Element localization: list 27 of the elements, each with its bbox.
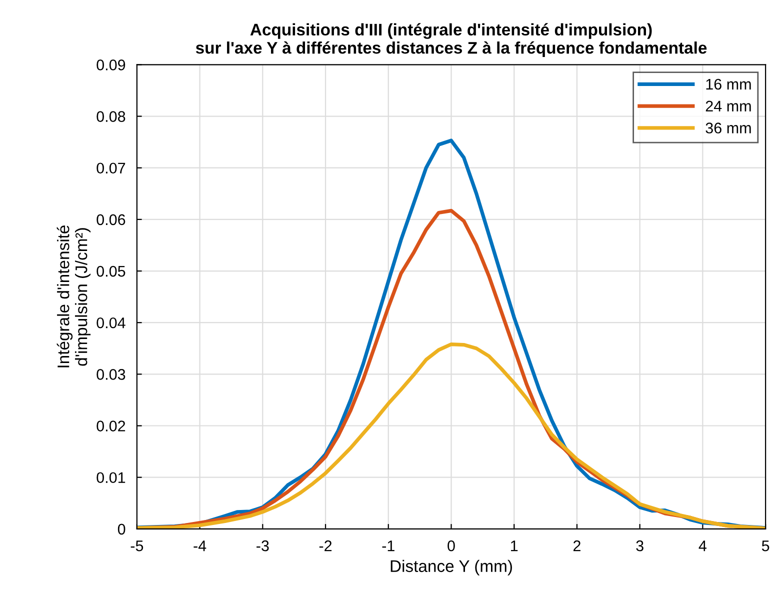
y-tick-label: 0.07	[96, 162, 126, 174]
y-tick-label: 0.09	[96, 60, 126, 70]
x-tick-label: -4	[194, 540, 206, 552]
legend-label: 24 mm	[706, 100, 751, 112]
y-tick-label: 0.01	[96, 472, 126, 484]
x-tick-label: -5	[130, 540, 144, 552]
x-tick-label: -2	[319, 540, 332, 552]
legend-label: 36 mm	[706, 122, 751, 134]
y-tick-label: 0	[118, 524, 126, 535]
x-axis-title: Distance Y (mm)	[390, 560, 512, 576]
x-tick-label: 3	[636, 540, 644, 552]
y-tick-label: 0.03	[96, 369, 126, 380]
y-tick-label: 0.06	[96, 214, 126, 226]
y-tick-label: 0.05	[96, 266, 126, 277]
x-tick-label: -1	[382, 540, 394, 552]
x-tick-label: 4	[698, 540, 706, 552]
x-tick-label: 1	[511, 540, 518, 552]
y-tick-label: 0.02	[96, 420, 126, 432]
x-tick-label: 2	[573, 540, 580, 552]
x-tick-label: 5	[762, 540, 770, 552]
legend-label: 16 mm	[706, 78, 751, 90]
x-tick-label: -3	[256, 540, 269, 552]
x-tick-label: 0	[448, 540, 455, 552]
chart-title: Acquisitions d'III (intégrale d'intensité d'impulsion) sur l'axe Y à différentes distances Z à la fréquence fondamentale	[196, 23, 707, 58]
y-axis-title: Intégrale d'intensité d'impulsion (J/cm²)	[56, 226, 91, 368]
y-tick-label: 0.04	[96, 317, 126, 328]
y-tick-label: 0.08	[96, 111, 126, 122]
